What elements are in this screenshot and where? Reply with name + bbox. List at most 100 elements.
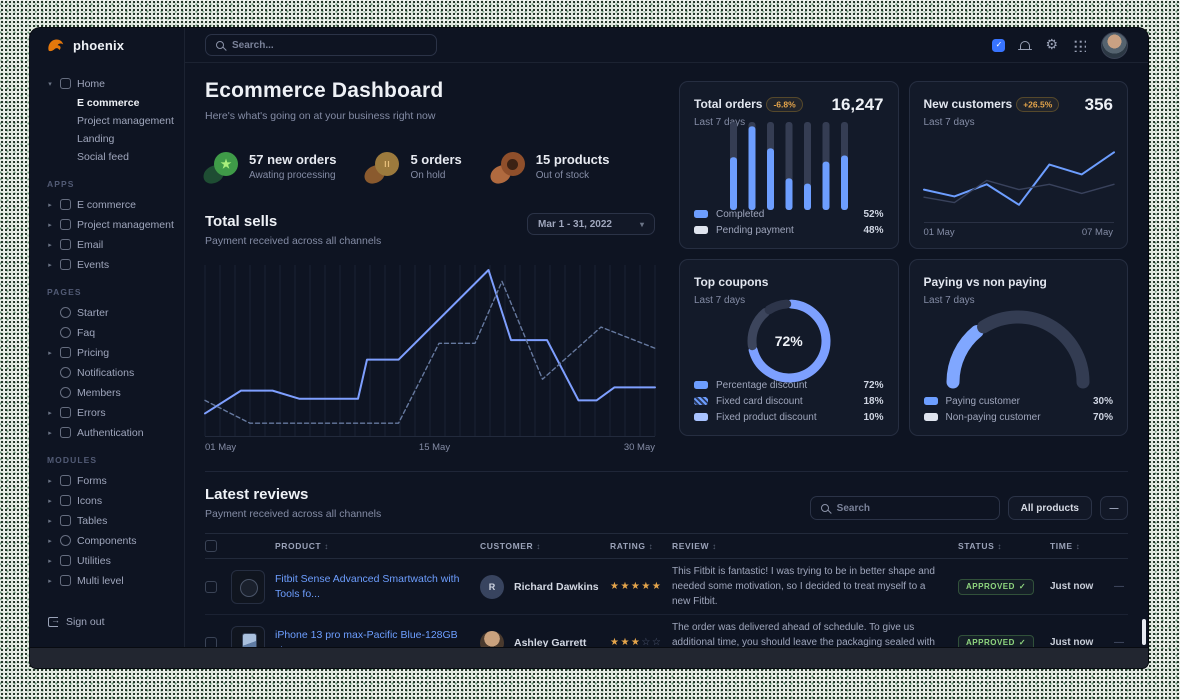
- sidebar-item-project-management-dashboard[interactable]: Project management: [77, 115, 174, 127]
- sidebar-item-landing[interactable]: Landing: [77, 133, 115, 145]
- chevron-right-icon: [46, 201, 54, 209]
- table-row[interactable]: Fitbit Sense Advanced Smartwatch with To…: [205, 559, 1128, 615]
- sidebar-item-authentication[interactable]: Authentication: [46, 423, 178, 442]
- collapse-button[interactable]: [1100, 496, 1128, 520]
- sidebar-item-errors[interactable]: Errors: [46, 403, 178, 422]
- sidebar-item-pricing[interactable]: Pricing: [46, 343, 178, 362]
- top-coupons-donut: 72%: [747, 299, 831, 383]
- column-header-rating[interactable]: RATING: [610, 541, 672, 551]
- sidebar-item-social-feed[interactable]: Social feed: [77, 151, 129, 163]
- legend-swatch: [694, 226, 708, 234]
- sidebar-item-label: Tables: [77, 514, 108, 527]
- question-icon: [60, 327, 71, 338]
- column-header-time[interactable]: TIME: [1050, 541, 1114, 551]
- sidebar-item-project-management[interactable]: Project management: [46, 215, 178, 234]
- sidebar-item-events[interactable]: Events: [46, 255, 178, 274]
- review-text: The order was delivered ahead of schedul…: [672, 622, 935, 648]
- legend-swatch: [694, 381, 708, 389]
- tag-icon: [60, 347, 71, 358]
- stat-value: 15 products: [535, 152, 610, 167]
- apps-grid-icon[interactable]: [1073, 38, 1086, 52]
- reviews-search-field[interactable]: [836, 502, 989, 514]
- table-header-row: PRODUCT CUSTOMER RATING REVIEW STATUS TI…: [205, 533, 1128, 559]
- all-products-button[interactable]: All products: [1007, 496, 1092, 520]
- customer-avatar[interactable]: [480, 630, 504, 648]
- customer-name[interactable]: Ashley Garrett: [514, 636, 587, 649]
- row-actions-button[interactable]: [1114, 637, 1128, 648]
- date-range-select[interactable]: Mar 1 - 31, 2022: [527, 213, 655, 235]
- dashboard-cards: Total orders -6.8% Last 7 days 16,247 Com: [679, 81, 1128, 455]
- lock-icon: [60, 427, 71, 438]
- chevron-right-icon: [46, 517, 54, 525]
- sidebar-item-home[interactable]: Home: [46, 74, 178, 93]
- product-link[interactable]: iPhone 13 pro max-Pacific Blue-128GB sto…: [275, 629, 458, 648]
- sidebar-item-multi-level[interactable]: Multi level: [46, 571, 178, 590]
- new-customers-card: New customers +26.5% Last 7 days 356 01 M…: [908, 81, 1128, 249]
- sidebar-item-ecommerce[interactable]: E commerce: [46, 195, 178, 214]
- product-link[interactable]: Fitbit Sense Advanced Smartwatch with To…: [275, 573, 460, 600]
- card-period: Last 7 days: [694, 295, 746, 306]
- chevron-right-icon: [46, 537, 54, 545]
- search-field[interactable]: [232, 39, 426, 51]
- chevron-right-icon: [46, 497, 54, 505]
- theme-toggle-icon[interactable]: [992, 38, 1006, 52]
- total-sells-chart: [204, 265, 656, 437]
- sidebar-item-icons[interactable]: Icons: [46, 491, 178, 510]
- sign-out-button[interactable]: Sign out: [30, 604, 184, 648]
- column-header-review[interactable]: REVIEW: [672, 541, 958, 551]
- legend-swatch: [923, 413, 938, 421]
- table-row[interactable]: iPhone 13 pro max-Pacific Blue-128GB sto…: [205, 615, 1128, 648]
- sidebar-item-label: Errors: [77, 406, 106, 419]
- sidebar-item-email[interactable]: Email: [46, 235, 178, 254]
- paying-vs-nonpaying-card: Paying vs non paying Last 7 days Paying …: [908, 259, 1128, 436]
- row-checkbox[interactable]: [205, 580, 217, 593]
- sidebar-item-notifications[interactable]: Notifications: [46, 363, 178, 382]
- customer-name[interactable]: Richard Dawkins: [514, 580, 599, 593]
- column-header-customer[interactable]: CUSTOMER: [480, 541, 610, 551]
- total-orders-chart: [729, 122, 848, 210]
- clipboard-icon: [60, 219, 71, 230]
- search-icon: [216, 41, 224, 49]
- iphone-image[interactable]: [231, 625, 265, 648]
- search-input[interactable]: [205, 34, 437, 56]
- sidebar-item-utilities[interactable]: Utilities: [46, 551, 178, 570]
- reviews-search-input[interactable]: [809, 496, 1000, 520]
- card-period: Last 7 days: [694, 117, 746, 128]
- x-tick: 07 May: [1081, 227, 1113, 238]
- row-actions-button[interactable]: [1114, 581, 1128, 592]
- warning-icon: [60, 407, 71, 418]
- chevron-down-icon: [46, 80, 54, 88]
- row-checkbox[interactable]: [205, 636, 217, 648]
- sidebar-item-forms[interactable]: Forms: [46, 471, 178, 490]
- column-header-status[interactable]: STATUS: [958, 541, 1050, 551]
- brand[interactable]: phoenix: [30, 28, 184, 63]
- people-icon: [60, 387, 71, 398]
- envelope-icon: [60, 239, 71, 250]
- top-coupons-card: Top coupons Last 7 days 72% Percentage d: [679, 259, 899, 436]
- file-icon: [60, 475, 71, 486]
- sidebar-item-starter[interactable]: Starter: [46, 303, 178, 322]
- sidebar-item-tables[interactable]: Tables: [46, 511, 178, 530]
- gear-icon[interactable]: [1045, 37, 1058, 53]
- chevron-right-icon: [46, 477, 54, 485]
- user-avatar[interactable]: [1101, 31, 1128, 59]
- legend-swatch: [694, 210, 708, 218]
- vertical-scrollbar-thumb[interactable]: [1142, 619, 1146, 645]
- legend-item: Percentage discount 72%: [694, 377, 884, 393]
- card-value: 16,247: [831, 95, 884, 114]
- smartwatch-image[interactable]: [231, 569, 265, 604]
- bell-icon[interactable]: [1018, 40, 1032, 51]
- sidebar-item-faq[interactable]: Faq: [46, 323, 178, 342]
- total-sells-subtitle: Payment received across all channels: [205, 235, 382, 247]
- window-bottom-edge: [30, 648, 1148, 668]
- legend-swatch: [923, 397, 938, 405]
- sidebar-item-members[interactable]: Members: [46, 383, 178, 402]
- sidebar-item-components[interactable]: Components: [46, 531, 178, 550]
- customer-avatar[interactable]: R: [480, 574, 504, 599]
- select-all-checkbox[interactable]: [205, 540, 217, 552]
- chevron-right-icon: [46, 261, 54, 269]
- sidebar-item-ecommerce-dashboard[interactable]: E commerce: [77, 97, 140, 109]
- cart-icon: [60, 199, 71, 210]
- stat-new-orders: ★ 57 new orders Awating processing: [200, 152, 336, 186]
- column-header-product[interactable]: PRODUCT: [275, 541, 480, 551]
